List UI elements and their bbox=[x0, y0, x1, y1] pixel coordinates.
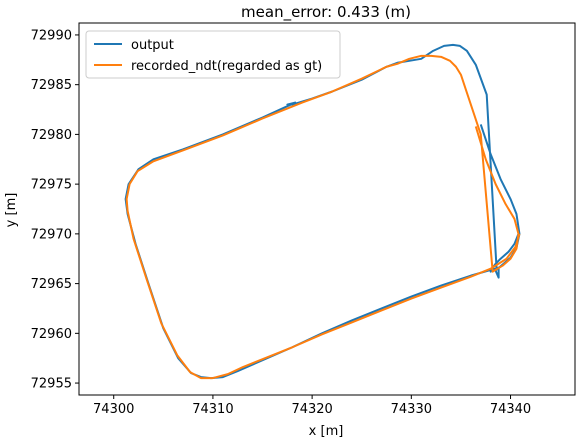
x-tick-label: 74320 bbox=[291, 402, 332, 417]
series-line-recorded-ndt bbox=[125, 54, 521, 380]
y-tick-label: 72985 bbox=[31, 78, 72, 93]
legend-label-output: output bbox=[131, 38, 174, 53]
y-tick-label: 72955 bbox=[31, 377, 72, 392]
y-tick-label: 72960 bbox=[31, 327, 72, 342]
y-tick-label: 72970 bbox=[31, 227, 72, 242]
x-axis-label: x [m] bbox=[309, 424, 344, 439]
legend: output recorded_ndt(regarded as gt) bbox=[85, 30, 341, 79]
series-layer bbox=[124, 43, 521, 380]
x-tick-label: 74330 bbox=[391, 402, 432, 417]
y-axis: 72955 72960 72965 72970 72975 72980 72985 72990 bbox=[31, 28, 79, 392]
legend-box bbox=[85, 30, 341, 79]
chart-title: mean_error: 0.433 (m) bbox=[241, 3, 411, 22]
x-tick-label: 74310 bbox=[192, 402, 233, 417]
y-tick-label: 72965 bbox=[31, 277, 72, 292]
y-axis-label: y [m] bbox=[4, 193, 19, 228]
series-line-output bbox=[124, 43, 521, 380]
y-tick-label: 72980 bbox=[31, 128, 72, 143]
legend-label-recorded-ndt: recorded_ndt(regarded as gt) bbox=[131, 59, 322, 74]
axes-frame bbox=[78, 22, 576, 396]
plot-area bbox=[78, 22, 576, 396]
x-tick-label: 74340 bbox=[490, 402, 531, 417]
y-tick-label: 72975 bbox=[31, 178, 72, 193]
x-axis: 74300 74310 74320 74330 74340 bbox=[93, 395, 531, 417]
y-tick-label: 72990 bbox=[31, 28, 72, 43]
x-tick-label: 74300 bbox=[93, 402, 134, 417]
